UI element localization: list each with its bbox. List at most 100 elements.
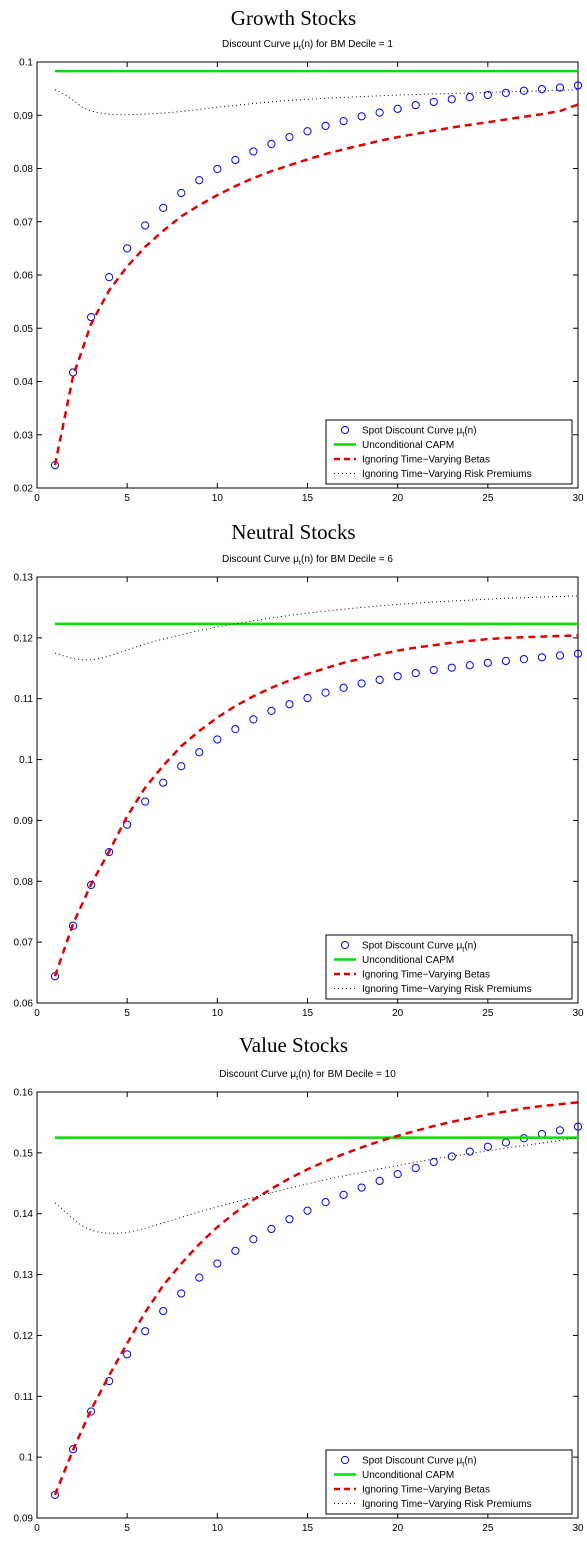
data-point (429, 666, 438, 675)
series-line (54, 595, 579, 661)
legend-label: Ignoring Time−Varying Risk Premiums (362, 1499, 532, 1510)
data-point (105, 273, 114, 282)
chart-heading: Neutral Stocks (231, 520, 356, 544)
y-tick-label: 0.09 (14, 816, 34, 827)
data-point (87, 1407, 96, 1416)
legend-label: Ignoring Time−Varying Betas (362, 970, 490, 981)
x-tick-label: 25 (482, 1523, 494, 1534)
data-point (267, 706, 276, 715)
x-tick-label: 10 (212, 1008, 224, 1019)
legend-label: Spot Discount Curve μt(n) (362, 1456, 477, 1469)
data-point (537, 85, 547, 94)
data-point (501, 88, 510, 97)
data-point (159, 1306, 168, 1316)
y-tick-label: 0.1 (19, 755, 33, 766)
data-point (357, 679, 366, 688)
data-point (537, 653, 547, 662)
chart-panel-neutral: Neutral Stocks Discount Curve μt(n) for … (0, 515, 587, 1030)
chart-title: Discount Curve μt(n) for BM Decile = 1 (222, 39, 393, 52)
legend-box (325, 934, 573, 1000)
data-point (68, 921, 78, 930)
data-point (159, 203, 168, 213)
x-tick-label: 15 (302, 1008, 314, 1019)
data-point (303, 127, 312, 136)
data-point (447, 663, 456, 672)
series-line (53, 103, 579, 466)
x-tick-label: 10 (212, 493, 224, 504)
legend: Spot Discount Curve μt(n)Unconditional C… (325, 934, 573, 1000)
data-point (68, 1445, 78, 1454)
x-tick-label: 30 (572, 493, 584, 504)
x-tick-label: 25 (482, 493, 494, 504)
data-point (231, 155, 240, 165)
data-point (573, 1122, 583, 1131)
data-point (303, 1206, 312, 1215)
data-point (573, 81, 583, 90)
data-point (159, 778, 168, 787)
data-point (177, 762, 186, 771)
chart-heading: Value Stocks (238, 1033, 349, 1057)
data-point (465, 93, 474, 102)
data-point (50, 1490, 60, 1499)
legend-marker (340, 425, 350, 435)
x-tick-label: 20 (392, 493, 404, 504)
data-point (357, 1183, 366, 1192)
data-point (411, 1163, 420, 1173)
data-point (393, 672, 402, 681)
x-tick-label: 0 (34, 1008, 40, 1019)
x-tick-label: 0 (34, 493, 40, 504)
legend-marker (340, 1455, 350, 1465)
data-point (483, 90, 492, 100)
legend-marker (340, 940, 350, 950)
chart-panel-growth: Growth Stocks Discount Curve μt(n) for B… (0, 0, 587, 515)
data-point (249, 1235, 258, 1244)
data-point (339, 683, 348, 692)
y-tick-label: 0.08 (14, 164, 34, 175)
y-tick-label: 0.16 (14, 1088, 34, 1099)
x-tick-label: 30 (572, 1523, 584, 1534)
data-point (555, 651, 565, 660)
data-point (285, 700, 294, 709)
legend-label: Ignoring Time−Varying Risk Premiums (362, 984, 532, 995)
legend-label: Ignoring Time−Varying Risk Premiums (362, 469, 532, 480)
legend-box (325, 1449, 573, 1515)
data-point (375, 675, 384, 684)
chart-svg: Discount Curve μt(n) for BM Decile = 1 0 5… (14, 39, 584, 504)
y-tick-label: 0.12 (14, 1331, 34, 1342)
series-line (54, 1137, 579, 1234)
data-point (177, 1289, 186, 1298)
data-point (501, 1138, 510, 1147)
data-point (321, 688, 330, 697)
data-point (357, 112, 366, 121)
chart-heading: Growth Stocks (230, 6, 357, 30)
x-tick-label: 30 (572, 1008, 584, 1019)
data-point (447, 1152, 456, 1161)
x-tick-label: 15 (302, 1523, 314, 1534)
legend-label: Ignoring Time−Varying Betas (362, 1485, 490, 1496)
chart-svg: Discount Curve μt(n) for BM Decile = 10 0… (14, 1069, 584, 1534)
chart-title: Discount Curve μt(n) for BM Decile = 6 (222, 554, 393, 567)
data-point (141, 1327, 150, 1336)
data-point (573, 649, 583, 658)
legend: Spot Discount Curve μt(n)Unconditional C… (325, 419, 573, 485)
data-point (105, 847, 114, 857)
data-point (321, 1198, 330, 1207)
y-tick-label: 0.06 (14, 271, 34, 282)
y-tick-label: 0.02 (14, 484, 34, 495)
data-point (429, 97, 438, 107)
chart-svg: Discount Curve μt(n) for BM Decile = 6 0 5… (14, 554, 584, 1019)
data-point (393, 1170, 402, 1179)
data-point (393, 104, 402, 113)
legend-label: Spot Discount Curve μt(n) (362, 941, 477, 954)
x-tick-label: 10 (212, 1523, 224, 1534)
y-tick-label: 0.12 (14, 633, 34, 644)
data-point (411, 101, 420, 110)
data-point (465, 661, 474, 670)
data-point (177, 188, 186, 198)
y-tick-label: 0.06 (14, 999, 34, 1010)
y-tick-label: 0.08 (14, 877, 34, 888)
y-tick-label: 0.1 (19, 58, 33, 69)
data-point (213, 164, 222, 174)
data-point (213, 735, 222, 744)
data-point (555, 83, 565, 92)
